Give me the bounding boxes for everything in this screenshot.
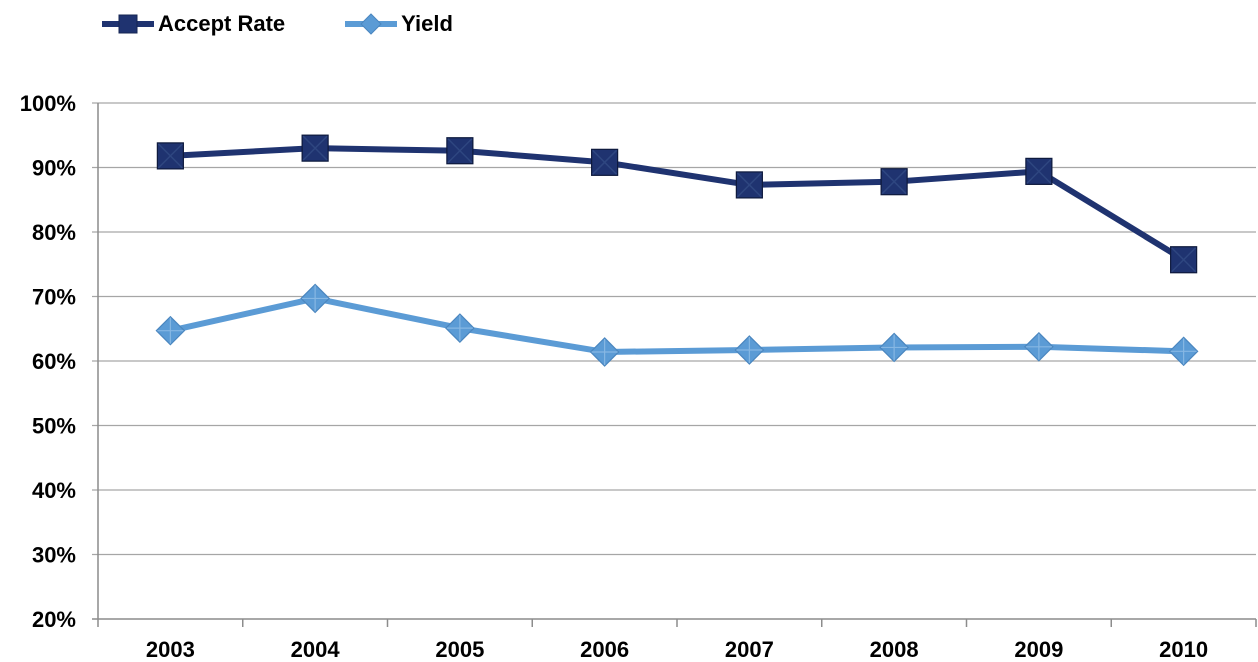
legend-label-accept-rate: Accept Rate xyxy=(158,11,286,36)
legend-swatch-yield xyxy=(345,13,398,35)
series-layer xyxy=(155,134,1199,367)
legend-item-accept-rate: Accept Rate xyxy=(100,11,285,37)
data-point-bevel xyxy=(1170,338,1197,365)
y-tick-label: 90% xyxy=(32,156,76,181)
x-tick-label: 2008 xyxy=(870,637,919,662)
data-point-bevel xyxy=(446,315,473,342)
y-tick-label: 20% xyxy=(32,607,76,632)
data-point-bevel xyxy=(1171,247,1197,273)
data-point-bevel xyxy=(592,149,618,175)
x-tick-label: 2005 xyxy=(435,637,484,662)
data-point-bevel xyxy=(447,138,473,164)
x-tick-label: 2006 xyxy=(580,637,629,662)
legend-item-yield: Yield xyxy=(343,11,453,37)
x-tick-label: 2007 xyxy=(725,637,774,662)
data-point-bevel xyxy=(736,337,763,364)
y-tick-label: 60% xyxy=(32,349,76,374)
data-point-bevel xyxy=(1026,158,1052,184)
data-point-bevel xyxy=(302,135,328,161)
data-point-bevel xyxy=(736,172,762,198)
y-tick-label: 80% xyxy=(32,220,76,245)
y-tick-label: 50% xyxy=(32,414,76,439)
data-point-bevel xyxy=(157,317,184,344)
data-point-bevel xyxy=(881,334,908,361)
data-point-bevel xyxy=(157,143,183,169)
data-point-bevel xyxy=(302,285,329,312)
x-tick-label: 2010 xyxy=(1159,637,1208,662)
x-tick-label: 2004 xyxy=(291,637,341,662)
series-line-yield xyxy=(169,295,1184,355)
y-tick-label: 30% xyxy=(32,543,76,568)
data-point-bevel xyxy=(881,169,907,195)
series-line-accept-rate xyxy=(170,145,1186,263)
x-tick-labels: 2003 2004 2005 2006 2007 2008 2009 2010 xyxy=(146,637,1208,662)
y-tick-label: 100% xyxy=(20,91,76,116)
legend: Accept Rate Yield xyxy=(100,8,511,40)
x-tick-label: 2009 xyxy=(1014,637,1063,662)
y-tick-label: 40% xyxy=(32,478,76,503)
data-point-bevel xyxy=(1025,333,1052,360)
y-tick-label: 70% xyxy=(32,285,76,310)
legend-swatch-accept-rate xyxy=(102,14,154,34)
legend-label-yield: Yield xyxy=(401,11,453,36)
gridlines xyxy=(92,102,1256,556)
y-tick-labels: 20% 30% 40% 50% 60% 70% 80% 90% 100% xyxy=(20,91,76,632)
data-point-bevel xyxy=(591,338,618,365)
x-tick-label: 2003 xyxy=(146,637,195,662)
axes xyxy=(92,103,1257,627)
